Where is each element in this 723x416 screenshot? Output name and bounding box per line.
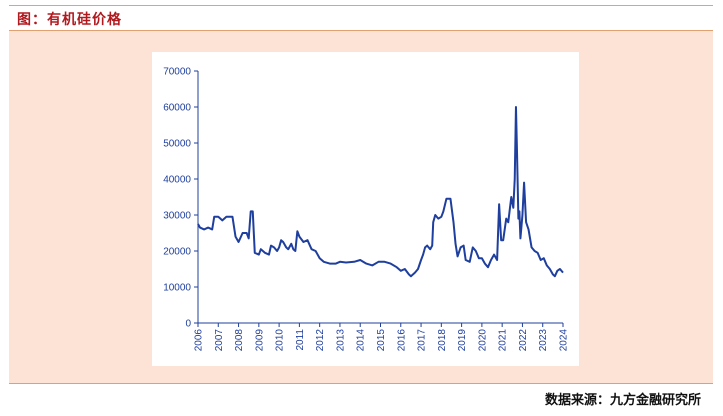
- y-tick-label: 40000: [163, 175, 191, 186]
- x-tick-label: 2022: [518, 329, 529, 352]
- figure-frame: 图：有机硅价格 0 10000 20000 30000 40000 50000 60000 7…: [9, 5, 713, 411]
- chart-panel: 0 10000 20000 30000 40000 50000 60000 70000 200…: [152, 52, 579, 366]
- x-tick-label: 2010: [275, 329, 286, 352]
- x-tick-label: 2007: [214, 329, 225, 352]
- y-tick-label: 20000: [163, 247, 191, 258]
- y-axis-ticks: 0 10000 20000 30000 40000 50000 60000 70000: [163, 67, 198, 330]
- price-line-chart: 0 10000 20000 30000 40000 50000 60000 70000 200…: [163, 67, 570, 352]
- x-tick-label: 2006: [194, 329, 205, 352]
- x-tick-label: 2012: [315, 329, 326, 352]
- x-tick-label: 2011: [295, 329, 306, 351]
- x-tick-label: 2015: [376, 329, 387, 352]
- chart-axes: [197, 71, 563, 324]
- y-tick-label: 70000: [163, 67, 191, 78]
- x-tick-label: 2020: [477, 329, 488, 352]
- series-line: [197, 106, 564, 278]
- x-tick-label: 2017: [417, 329, 428, 352]
- x-tick-label: 2019: [457, 329, 468, 352]
- y-tick-label: 60000: [163, 103, 191, 114]
- x-tick-label: 2021: [498, 329, 509, 352]
- y-tick-label: 30000: [163, 211, 191, 222]
- x-tick-label: 2016: [396, 329, 407, 352]
- x-tick-label: 2013: [335, 329, 346, 352]
- x-tick-label: 2023: [538, 329, 549, 352]
- title-bar: 图：有机硅价格: [9, 6, 713, 31]
- x-tick-label: 2014: [356, 329, 367, 352]
- y-tick-label: 10000: [163, 283, 191, 294]
- data-source: 数据来源：九方金融研究所: [544, 393, 701, 408]
- figure-title: 图：有机硅价格: [17, 12, 122, 28]
- source-bar: 数据来源：九方金融研究所: [9, 383, 713, 411]
- x-tick-label: 2018: [437, 329, 448, 352]
- series-group: [197, 106, 564, 278]
- x-tick-label: 2009: [254, 329, 265, 352]
- y-tick-label: 50000: [163, 139, 191, 150]
- y-tick-label: 0: [185, 319, 191, 330]
- x-axis-ticks: 2006 2007 2008 2009 2010 2011 2012 2013 2014 2015…: [194, 323, 570, 351]
- x-tick-label: 2008: [234, 329, 245, 352]
- x-tick-label: 2024: [559, 329, 570, 352]
